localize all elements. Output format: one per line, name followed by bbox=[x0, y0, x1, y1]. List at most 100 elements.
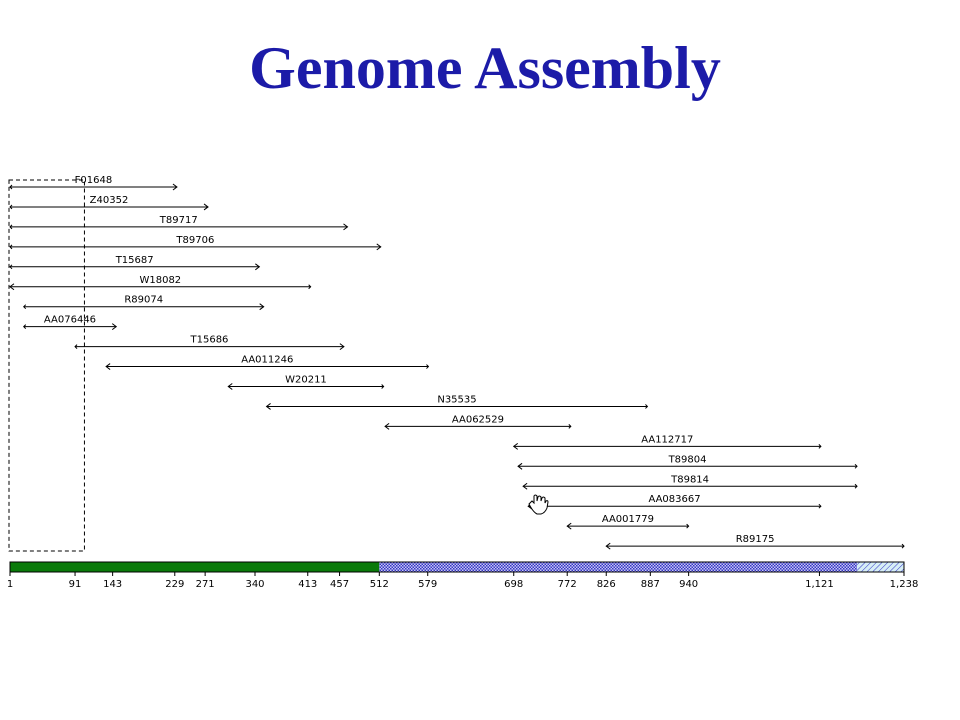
read-aa076446[interactable]: AA076446 bbox=[23, 315, 118, 331]
read-tail-mark bbox=[23, 324, 27, 330]
read-label: T89717 bbox=[159, 215, 198, 226]
arrowhead-icon bbox=[605, 542, 611, 550]
arrowhead-icon bbox=[227, 383, 233, 390]
read-t89804[interactable]: T89804 bbox=[517, 454, 858, 470]
read-label: R89175 bbox=[736, 534, 775, 545]
read-label: R89074 bbox=[124, 295, 163, 306]
read-label: T15687 bbox=[115, 255, 154, 266]
read-r89175[interactable]: R89175 bbox=[605, 534, 905, 550]
reads-layer: F01648 Z40352 T89717 T89706 T15687 W18082 R890… bbox=[9, 175, 905, 550]
contig-assembly-diagram[interactable]: F01648 Z40352 T89717 T89706 T15687 W18082 R890… bbox=[0, 160, 960, 600]
read-tail-mark bbox=[426, 364, 430, 369]
axis-tick-label: 940 bbox=[679, 579, 698, 590]
read-label: AA001779 bbox=[602, 514, 654, 525]
read-tail-mark bbox=[23, 304, 27, 310]
read-label: T89814 bbox=[670, 474, 709, 485]
read-tail-mark bbox=[74, 344, 78, 349]
axis-tick-label: 457 bbox=[330, 579, 349, 590]
contig-outline bbox=[9, 561, 905, 573]
read-tail-mark bbox=[818, 443, 822, 449]
arrowhead-icon bbox=[517, 462, 523, 470]
contig-bar bbox=[9, 561, 905, 573]
axis-tick-label: 1 bbox=[7, 579, 13, 590]
read-n35535[interactable]: N35535 bbox=[265, 394, 649, 410]
tail-region bbox=[857, 562, 904, 572]
read-tail-mark bbox=[308, 284, 312, 290]
axis-tick-label: 340 bbox=[245, 579, 264, 590]
read-label: T89804 bbox=[668, 454, 707, 465]
read-tail-mark bbox=[645, 404, 649, 409]
arrowhead-icon bbox=[203, 203, 209, 211]
read-tail-mark bbox=[9, 204, 13, 210]
axis-tick-label: 413 bbox=[298, 579, 317, 590]
axis-tick-label: 887 bbox=[641, 579, 660, 590]
read-w20211[interactable]: W20211 bbox=[227, 375, 385, 390]
arrowhead-icon bbox=[339, 343, 345, 351]
unassembled-region bbox=[379, 562, 858, 572]
read-tail-mark bbox=[854, 483, 858, 489]
arrowhead-icon bbox=[512, 442, 519, 450]
axis-tick-label: 579 bbox=[418, 579, 437, 590]
arrowhead-icon bbox=[172, 183, 178, 191]
read-tail-mark bbox=[9, 224, 13, 230]
axis-tick-label: 143 bbox=[103, 579, 122, 590]
read-tail-mark bbox=[854, 463, 858, 469]
arrowhead-icon bbox=[384, 422, 390, 430]
read-aa112717[interactable]: AA112717 bbox=[512, 434, 822, 450]
arrowhead-icon bbox=[105, 363, 111, 370]
read-label: T15686 bbox=[190, 335, 229, 346]
read-label: W18082 bbox=[139, 275, 181, 286]
read-t89814[interactable]: T89814 bbox=[522, 474, 858, 490]
read-label: T89706 bbox=[175, 235, 214, 246]
read-t15687[interactable]: T15687 bbox=[9, 255, 261, 271]
arrowhead-icon bbox=[111, 323, 118, 331]
page-title: Genome Assembly bbox=[249, 35, 721, 101]
read-f01648[interactable]: F01648 bbox=[9, 175, 178, 191]
hand-cursor-icon bbox=[528, 494, 549, 515]
arrowhead-icon bbox=[566, 522, 572, 530]
position-axis: 1 91 143 229 271 340 413 457 512 579 698 772 826 887 9… bbox=[7, 572, 919, 590]
read-aa083667[interactable]: AA083667 bbox=[527, 494, 822, 510]
arrowhead-icon bbox=[259, 303, 265, 311]
read-tail-mark bbox=[9, 184, 13, 190]
read-aa062529[interactable]: AA062529 bbox=[384, 414, 572, 430]
read-label: AA112717 bbox=[641, 434, 693, 445]
read-label: AA011246 bbox=[241, 355, 293, 366]
read-w18082[interactable]: W18082 bbox=[9, 275, 312, 291]
read-label: AA076446 bbox=[44, 315, 96, 326]
read-label: F01648 bbox=[75, 175, 113, 186]
axis-tick-label: 772 bbox=[558, 579, 577, 590]
read-label: W20211 bbox=[285, 375, 327, 386]
read-t15686[interactable]: T15686 bbox=[74, 335, 345, 351]
arrowhead-icon bbox=[376, 243, 382, 251]
arrowhead-icon bbox=[265, 403, 271, 410]
read-r89074[interactable]: R89074 bbox=[23, 295, 265, 311]
arrowhead-icon bbox=[9, 283, 15, 291]
read-tail-mark bbox=[9, 244, 13, 250]
axis-tick-label: 1,238 bbox=[890, 579, 919, 590]
read-t89717[interactable]: T89717 bbox=[9, 215, 349, 231]
arrowhead-icon bbox=[343, 223, 349, 231]
axis-tick-label: 826 bbox=[597, 579, 616, 590]
read-label: AA083667 bbox=[648, 494, 700, 505]
axis-tick-label: 271 bbox=[196, 579, 215, 590]
selection-box[interactable] bbox=[8, 179, 85, 552]
read-tail-mark bbox=[9, 264, 13, 270]
read-label: Z40352 bbox=[90, 195, 129, 206]
axis-tick-label: 229 bbox=[165, 579, 184, 590]
read-tail-mark bbox=[568, 424, 572, 429]
arrowhead-icon bbox=[522, 482, 528, 490]
axis-tick-label: 512 bbox=[370, 579, 389, 590]
read-label: N35535 bbox=[437, 394, 476, 405]
read-label: AA062529 bbox=[452, 414, 504, 425]
axis-tick-label: 1,121 bbox=[805, 579, 834, 590]
read-tail-mark bbox=[818, 503, 822, 509]
axis-tick-label: 698 bbox=[504, 579, 523, 590]
axis-tick-label: 91 bbox=[69, 579, 82, 590]
read-z40352[interactable]: Z40352 bbox=[9, 195, 209, 211]
read-aa001779[interactable]: AA001779 bbox=[566, 514, 690, 530]
arrowhead-icon bbox=[255, 263, 261, 271]
read-t89706[interactable]: T89706 bbox=[9, 235, 382, 251]
read-aa011246[interactable]: AA011246 bbox=[105, 355, 430, 370]
assembled-region bbox=[10, 562, 380, 572]
